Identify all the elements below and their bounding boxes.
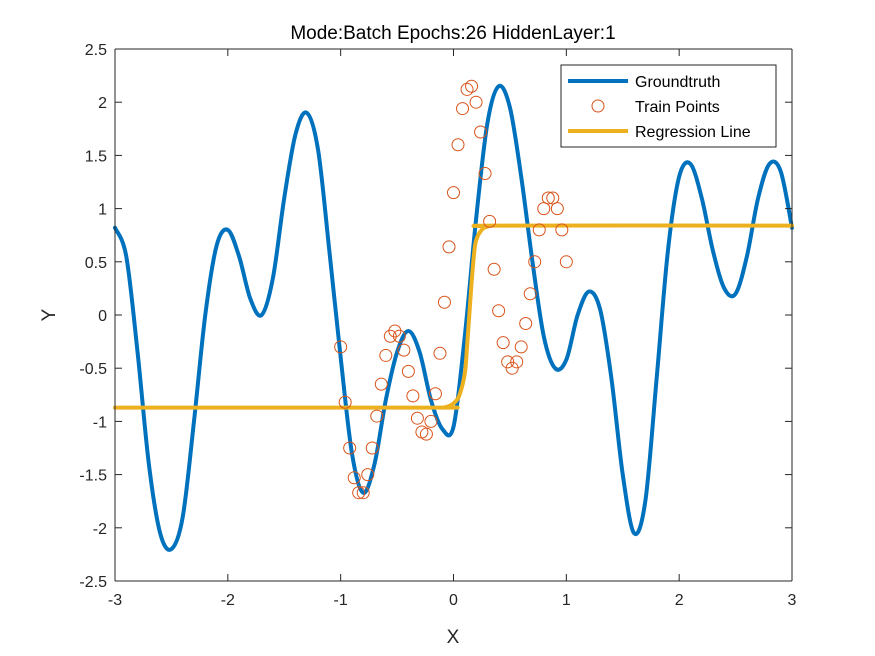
train-point-marker — [356, 486, 370, 500]
y-tick-label: 1 — [98, 202, 107, 219]
legend-box — [560, 64, 777, 148]
train-point-marker — [392, 329, 406, 343]
train-point-marker — [406, 389, 420, 403]
train-point-marker — [442, 240, 456, 254]
train-point-marker — [555, 223, 569, 237]
x-tick-label: -1 — [334, 592, 348, 609]
train-point-marker — [460, 82, 474, 96]
train-point-marker — [541, 191, 555, 205]
legend: Groundtruth Train Points Regression Line — [560, 64, 777, 148]
x-tick-label: 0 — [449, 592, 458, 609]
train-point-marker — [532, 223, 546, 237]
train-point-marker — [487, 262, 501, 276]
train-point-marker — [447, 186, 460, 200]
y-tick-label: 2 — [98, 95, 107, 112]
train-point-marker — [419, 427, 433, 441]
y-tick-label: 0.5 — [85, 255, 107, 272]
y-tick-label: -1 — [93, 414, 107, 431]
train-point-marker — [474, 125, 488, 139]
train-point-marker — [514, 340, 528, 354]
train-point-marker — [433, 346, 447, 360]
train-point-marker — [374, 377, 388, 391]
train-point-marker — [410, 411, 424, 425]
y-tick-label: -1.5 — [79, 468, 107, 485]
series-layer — [113, 79, 794, 552]
train-point-marker — [496, 336, 510, 350]
train-point-marker — [361, 468, 375, 482]
y-tick-label: 0 — [98, 308, 107, 325]
train-point-marker — [424, 414, 438, 428]
x-tick-label: 3 — [788, 592, 797, 609]
train-point-marker — [492, 304, 506, 318]
train-point-marker — [338, 395, 352, 409]
x-tick-label: -3 — [108, 592, 122, 609]
x-axis-label: X — [447, 627, 460, 648]
train-point-marker — [397, 343, 411, 357]
chart-title: Mode:Batch Epochs:26 HiddenLayer:1 — [290, 23, 615, 44]
train-point-marker — [523, 287, 537, 301]
train-point-marker — [451, 138, 465, 152]
legend-swatch-train-points — [591, 99, 605, 113]
tick-layer: -3 -2 -1 0 1 2 3 -2.5 -2 -1.5 -1 -0.5 0 0.5 1 1.5 2 2.5 — [79, 42, 796, 609]
train-point-marker — [428, 387, 442, 401]
train-point-marker — [505, 361, 519, 375]
y-tick-label: -2 — [93, 521, 107, 538]
train-point-marker — [510, 355, 524, 369]
train-point-marker — [379, 348, 393, 362]
train-point-marker — [352, 486, 366, 500]
train-point-marker — [550, 202, 564, 216]
train-point-marker — [401, 364, 415, 378]
y-axis-label: Y — [39, 308, 60, 321]
y-tick-label: 1.5 — [85, 148, 107, 165]
train-point-marker — [469, 95, 483, 109]
train-point-marker — [483, 214, 497, 228]
series-line-regression-line — [113, 223, 794, 410]
x-tick-label: 1 — [562, 592, 571, 609]
y-tick-label: -2.5 — [79, 574, 107, 591]
train-point-marker — [465, 79, 479, 93]
legend-entry-train-points: Train Points — [635, 99, 720, 116]
legend-entry-groundtruth: Groundtruth — [635, 74, 720, 91]
train-point-marker — [347, 471, 361, 485]
legend-entry-regression-line: Regression Line — [635, 124, 751, 141]
train-point-marker — [501, 355, 515, 369]
train-point-marker — [334, 340, 348, 354]
train-point-marker — [456, 102, 470, 116]
train-point-marker — [559, 255, 573, 269]
train-point-marker — [370, 409, 384, 423]
train-point-marker — [437, 295, 451, 309]
x-tick-label: -2 — [221, 592, 235, 609]
train-point-marker — [478, 166, 492, 180]
y-tick-label: 2.5 — [85, 42, 107, 59]
train-point-marker — [519, 317, 533, 331]
train-point-marker — [365, 441, 379, 455]
y-tick-label: -0.5 — [79, 361, 107, 378]
train-point-marker — [343, 441, 357, 455]
train-point-marker — [528, 255, 542, 269]
x-tick-label: 2 — [675, 592, 684, 609]
